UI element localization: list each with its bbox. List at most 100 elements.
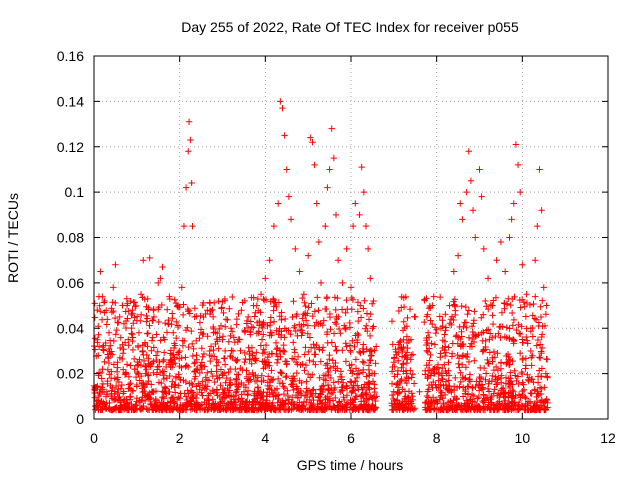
data-point [125, 336, 132, 343]
noise-point [231, 398, 239, 406]
noise-point [144, 393, 152, 400]
noise-point [152, 395, 159, 403]
data-point [189, 222, 196, 230]
data-point [165, 320, 173, 327]
noise-point [457, 378, 464, 386]
noise-point [132, 303, 139, 310]
noise-point [227, 400, 234, 408]
noise-point [506, 325, 513, 332]
noise-point [261, 359, 268, 366]
noise-point [163, 329, 171, 336]
noise-point [360, 305, 367, 312]
noise-point [178, 354, 185, 362]
noise-point [408, 390, 415, 397]
noise-point [216, 393, 224, 401]
noise-point [423, 406, 430, 414]
noise-point [306, 357, 313, 364]
noise-point [409, 371, 417, 378]
noise-point [441, 352, 449, 360]
noise-point [532, 316, 540, 323]
noise-point [101, 400, 109, 408]
noise-point [284, 406, 292, 414]
noise-point [543, 302, 550, 309]
noise-point [403, 323, 411, 330]
noise-point [311, 322, 318, 330]
noise-point [447, 397, 454, 405]
noise-point [270, 318, 278, 325]
noise-point [281, 401, 288, 408]
noise-point [176, 405, 183, 412]
noise-point [225, 338, 233, 345]
noise-point [349, 384, 356, 391]
noise-point [348, 389, 355, 396]
noise-point [369, 401, 376, 409]
noise-point [237, 401, 244, 408]
data-point [129, 306, 136, 314]
noise-point [299, 315, 306, 322]
noise-point [156, 399, 163, 406]
noise-point [102, 339, 109, 347]
noise-point [130, 405, 137, 413]
noise-point [289, 398, 297, 406]
noise-point [241, 358, 248, 366]
noise-point [181, 390, 188, 397]
noise-point [213, 368, 220, 375]
noise-point [450, 397, 457, 404]
noise-point [150, 369, 157, 376]
noise-point [510, 340, 517, 347]
noise-point [258, 322, 266, 330]
noise-point [274, 356, 282, 363]
noise-point [280, 390, 288, 398]
data-point [369, 325, 376, 332]
noise-point [199, 331, 206, 338]
noise-point [326, 387, 333, 394]
noise-point [486, 349, 494, 356]
noise-point [137, 361, 145, 369]
noise-point [230, 406, 237, 414]
noise-point [175, 382, 182, 389]
noise-point [98, 316, 106, 323]
noise-point [494, 380, 501, 388]
noise-point [498, 387, 505, 394]
noise-point [511, 394, 518, 402]
noise-point [244, 324, 252, 332]
noise-point [357, 349, 364, 357]
noise-point [439, 317, 446, 324]
data-point [146, 254, 153, 262]
noise-point [508, 401, 516, 409]
noise-point [355, 367, 363, 374]
noise-point [188, 397, 195, 405]
noise-point [212, 329, 219, 336]
noise-point [204, 333, 211, 340]
noise-point [267, 314, 275, 321]
noise-point [340, 393, 347, 401]
noise-point [490, 297, 497, 304]
noise-point [408, 374, 415, 381]
noise-point [273, 385, 281, 392]
noise-point [261, 297, 268, 304]
noise-point [119, 355, 126, 363]
noise-point [489, 320, 497, 328]
noise-point [529, 352, 536, 359]
noise-point [506, 335, 513, 342]
noise-point [493, 381, 500, 388]
noise-point [283, 327, 290, 334]
noise-point [111, 390, 118, 398]
noise-point [523, 299, 531, 307]
noise-point [258, 392, 265, 400]
noise-point [125, 381, 133, 388]
noise-point [521, 403, 528, 410]
noise-point [216, 406, 223, 413]
noise-point [117, 334, 124, 341]
data-point [424, 329, 432, 336]
noise-point [303, 378, 310, 385]
noise-point [251, 388, 258, 395]
noise-point [403, 333, 411, 340]
noise-point [179, 342, 187, 349]
noise-point [146, 322, 153, 329]
noise-point [254, 295, 262, 303]
noise-point [255, 328, 262, 335]
noise-point [482, 337, 489, 345]
noise-point [513, 377, 520, 385]
